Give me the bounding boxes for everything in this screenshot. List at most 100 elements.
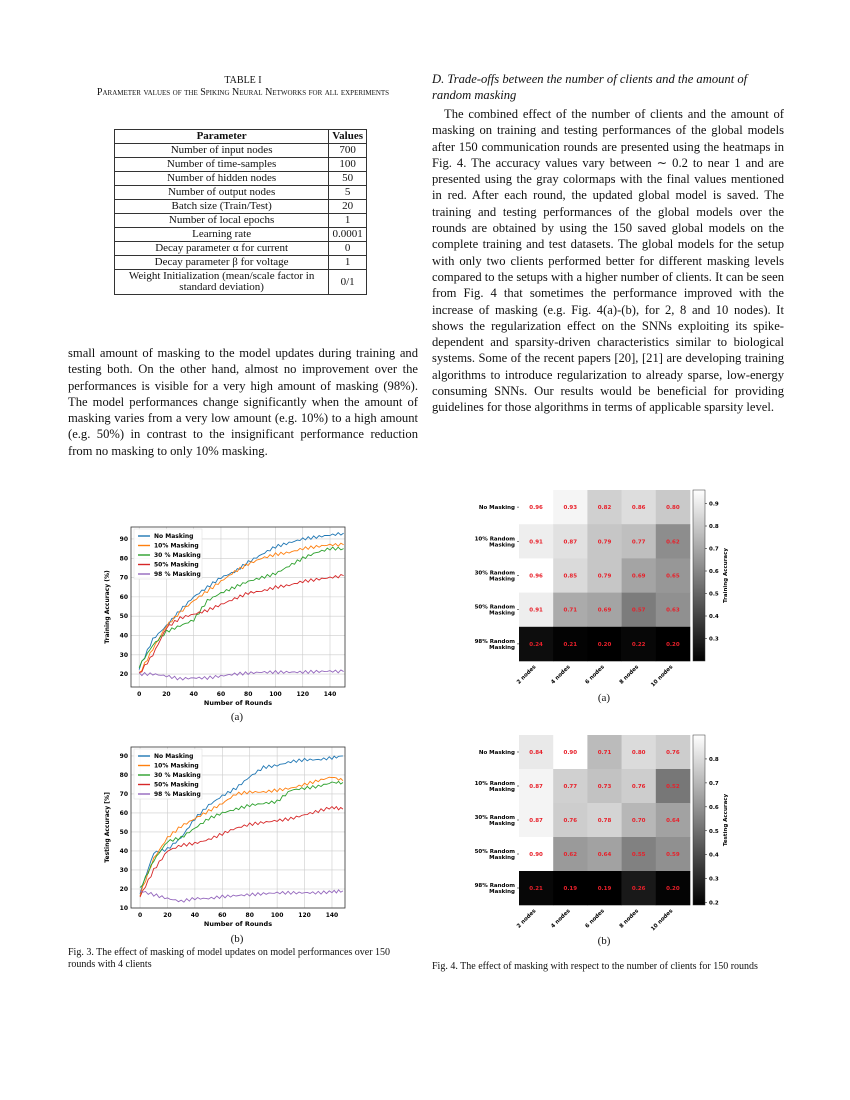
- heatmap-cell: [553, 769, 588, 804]
- heatmap-cell: [519, 558, 554, 593]
- x-tick-label: 120: [296, 691, 309, 698]
- cell-value: 0.22: [632, 642, 646, 648]
- left-body-text: small amount of masking to the model upd…: [68, 345, 418, 459]
- colorbar-tick-label: 0.8: [709, 524, 719, 530]
- cell-value: 0.85: [564, 574, 578, 580]
- row-label: 98% Random: [475, 883, 516, 889]
- paragraph: small amount of masking to the model upd…: [68, 346, 418, 458]
- y-tick-label: 90: [120, 536, 128, 543]
- column-label: 2 nodes: [516, 908, 538, 930]
- testing-accuracy-chart: 0 20 40 60 80 100 120 140 10 20 30 40 50 60 70 80 90 No M…: [104, 746, 346, 928]
- table-row: Number of input nodes 700: [113, 143, 367, 158]
- column-label: 2 nodes: [516, 664, 538, 686]
- row-label: Masking: [489, 577, 515, 583]
- cell-value: 0.52: [666, 784, 680, 790]
- heatmap-cell: [587, 558, 622, 593]
- colorbar-label: Training Accuracy: [723, 548, 729, 603]
- parameter-cell: Weight Initialization (mean/scale factor…: [113, 269, 330, 295]
- row-label: No Masking: [479, 505, 515, 511]
- colorbar-tick-label: 0.6: [709, 569, 719, 575]
- heatmap-cell: [655, 490, 691, 525]
- heatmap-cell: [621, 769, 657, 804]
- colorbar-label: Testing Accuracy: [723, 793, 729, 846]
- x-axis-label: Number of Rounds: [204, 920, 272, 928]
- x-tick-label: 100: [271, 912, 284, 919]
- cell-value: 0.90: [529, 852, 543, 858]
- cell-value: 0.63: [666, 608, 680, 614]
- training-accuracy-chart: 0 20 40 60 80 100 120 140 20 30 40 50 60 70 80 90 No Mas…: [104, 526, 346, 707]
- row-label: Masking: [489, 787, 515, 793]
- x-tick-label: 140: [326, 912, 339, 919]
- table-row: Decay parameter α for current 0: [113, 241, 367, 256]
- legend-label: No Masking: [154, 533, 193, 540]
- y-axis-label: Training Accuracy (%): [104, 570, 111, 644]
- heatmap-cell: [655, 592, 691, 628]
- cell-value: 0.76: [564, 818, 578, 824]
- column-label: 8 nodes: [619, 664, 641, 686]
- cell-value: 0.90: [564, 750, 578, 756]
- cell-value: 0.71: [564, 608, 578, 614]
- y-tick-label: 30: [120, 867, 128, 874]
- y-tick-label: 80: [120, 772, 128, 779]
- value-cell: 0.0001: [328, 227, 367, 242]
- subfigure-label: (a): [230, 711, 244, 723]
- series-line: [138, 542, 344, 674]
- cell-value: 0.62: [666, 539, 680, 545]
- heatmap-cell: [587, 524, 622, 559]
- cell-value: 0.55: [632, 852, 646, 858]
- colorbar-tick-label: 0.9: [709, 502, 719, 508]
- column-label: 10 nodes: [650, 664, 675, 689]
- y-tick-label: 20: [120, 886, 128, 893]
- parameter-cell: Number of local epochs: [113, 213, 330, 228]
- value-cell: 1: [328, 213, 367, 228]
- heatmap-cell: [621, 871, 657, 906]
- row-label: 30% Random: [475, 815, 516, 821]
- x-tick-label: 60: [217, 691, 225, 698]
- heatmap-cell: [587, 871, 622, 906]
- plot-frame: [130, 746, 346, 909]
- fig3-caption: Fig. 3. The effect of masking of model u…: [68, 947, 391, 970]
- heatmap-cell: [587, 735, 622, 770]
- parameter-cell: Decay parameter β for voltage: [113, 255, 330, 270]
- cell-value: 0.77: [564, 784, 578, 790]
- x-tick-label: 100: [269, 691, 282, 698]
- table-row: Number of hidden nodes 50: [113, 171, 367, 186]
- testing-heatmap: 0.84 0.90 0.71 0.80 0.760.87 0.77 0.73 0.76 0.52…: [475, 734, 729, 932]
- y-tick-label: 10: [120, 905, 128, 912]
- y-tick-label: 70: [120, 575, 128, 582]
- row-label: Masking: [489, 611, 515, 617]
- column-label: 8 nodes: [619, 908, 641, 930]
- cell-value: 0.70: [632, 818, 646, 824]
- value-cell: 0: [328, 241, 367, 256]
- table-row: Number of output nodes 5: [113, 185, 367, 200]
- table-row: Number of time-samples 100: [113, 157, 367, 172]
- cell-value: 0.96: [529, 574, 543, 580]
- x-tick-label: 0: [137, 691, 141, 698]
- column-label: 4 nodes: [550, 908, 572, 930]
- colorbar-tick-label: 0.4: [709, 614, 719, 620]
- series-line: [139, 776, 344, 897]
- cell-value: 0.20: [598, 642, 612, 648]
- y-tick-label: 80: [120, 555, 128, 562]
- x-tick-label: 120: [298, 912, 311, 919]
- x-tick-label: 20: [163, 912, 171, 919]
- parameter-table: Parameter Values Number of input nodes 70…: [113, 129, 367, 295]
- parameter-cell: Number of hidden nodes: [113, 171, 330, 186]
- colorbar-tick-label: 0.5: [709, 592, 719, 598]
- heatmap-cell: [621, 803, 657, 838]
- x-tick-label: 140: [324, 691, 337, 698]
- y-tick-label: 60: [120, 810, 128, 817]
- series-line: [138, 669, 344, 681]
- subfigure-label: (b): [230, 933, 244, 945]
- cell-value: 0.62: [564, 852, 578, 858]
- cell-value: 0.65: [666, 574, 680, 580]
- table-row: Weight Initialization (mean/scale factor…: [113, 269, 367, 295]
- row-label: Masking: [489, 855, 515, 861]
- row-label: Masking: [489, 542, 515, 548]
- y-tick-label: 40: [120, 848, 128, 855]
- heatmap-cell: [587, 803, 622, 838]
- cell-value: 0.87: [564, 539, 578, 545]
- legend-box: [133, 748, 203, 800]
- cell-value: 0.21: [529, 886, 543, 892]
